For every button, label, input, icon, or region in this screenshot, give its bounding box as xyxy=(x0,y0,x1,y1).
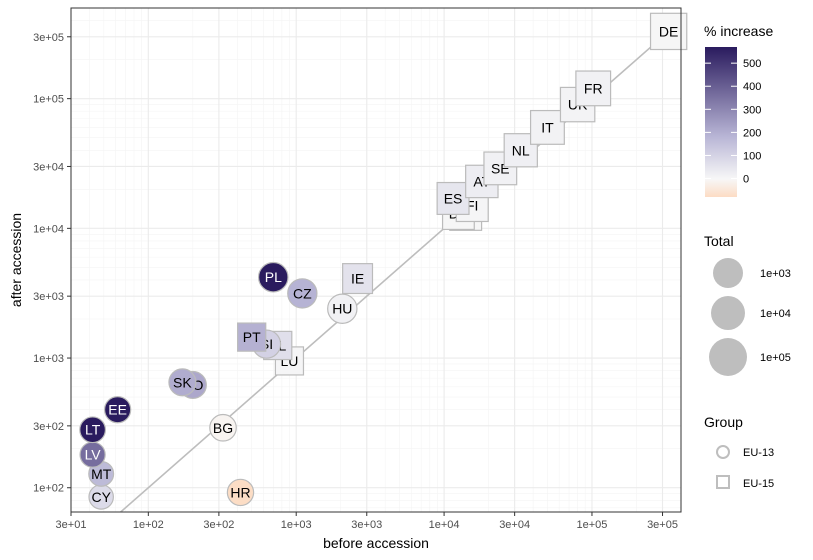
x-tick-label: 3e+03 xyxy=(351,519,382,531)
group-key-eu15 xyxy=(716,475,730,489)
x-tick-label: 1e+04 xyxy=(429,519,460,531)
point-fr: FR xyxy=(575,70,612,107)
point-marker-circle xyxy=(257,261,289,293)
point-label: SK xyxy=(173,374,192,390)
legend-color-title: % increase xyxy=(704,23,773,39)
point-label: LT xyxy=(85,422,101,438)
x-tick-label: 3e+02 xyxy=(203,519,234,531)
point-marker-circle xyxy=(79,416,107,444)
y-axis-ticks: 1e+02 3e+02 1e+03 3e+03 1e+04 3e+04 1e+05 3e+05 xyxy=(33,32,71,495)
colorbar-tick-label: 0 xyxy=(743,174,749,186)
point-marker-circle xyxy=(287,278,318,309)
y-tick-label: 3e+03 xyxy=(33,291,64,303)
y-tick-label: 1e+05 xyxy=(33,94,64,106)
point-label: IT xyxy=(541,119,554,135)
point-lv: LV xyxy=(79,441,106,468)
point-marker-circle xyxy=(103,395,132,424)
y-tick-label: 1e+03 xyxy=(33,353,64,365)
point-pl: PL xyxy=(257,261,289,293)
point-lt: LT xyxy=(79,416,107,444)
x-tick-label: 3e+05 xyxy=(647,519,678,531)
y-tick-label: 3e+05 xyxy=(33,32,64,44)
size-key-medium xyxy=(711,296,745,330)
size-key-label-medium: 1e+04 xyxy=(760,308,791,320)
size-key-small xyxy=(713,258,743,288)
point-cz: CZ xyxy=(287,278,318,309)
point-marker-square xyxy=(529,109,565,145)
colorbar xyxy=(705,47,737,197)
x-tick-label: 1e+03 xyxy=(281,519,312,531)
point-label: NL xyxy=(512,142,530,158)
point-marker-square xyxy=(575,70,612,107)
point-label: CY xyxy=(91,489,111,505)
colorbar-ticks: 0 100 200 300 400 500 xyxy=(705,58,761,186)
point-marker-circle xyxy=(168,368,197,397)
data-points: CYHRMTLVLTBGEEROSKLUELSIPTHUCZIEPLBEDKFI… xyxy=(79,12,688,510)
point-hr: HR xyxy=(226,478,255,507)
point-marker-circle xyxy=(327,293,358,324)
group-key-eu13 xyxy=(716,445,730,459)
colorbar-tick-label: 100 xyxy=(743,150,761,162)
point-es: ES xyxy=(436,181,470,215)
point-ee: EE xyxy=(103,395,132,424)
x-tick-label: 1e+05 xyxy=(577,519,608,531)
point-label: IE xyxy=(351,271,364,287)
y-tick-label: 3e+02 xyxy=(33,421,64,433)
x-axis-label: before accession xyxy=(323,535,429,551)
point-label: DE xyxy=(659,23,678,39)
point-label: PT xyxy=(243,329,261,345)
x-tick-label: 3e+04 xyxy=(499,519,530,531)
point-label: CZ xyxy=(293,285,312,301)
point-marker-square xyxy=(503,133,538,168)
point-marker-square xyxy=(342,263,374,295)
point-ie: IE xyxy=(342,263,374,295)
legend-size-title: Total xyxy=(704,233,734,249)
legend-color: % increase 0 100 200 300 400 500 xyxy=(704,23,773,197)
size-key-label-small: 1e+03 xyxy=(760,268,791,280)
point-label: BG xyxy=(213,420,233,436)
point-label: FR xyxy=(584,80,603,96)
size-key-large xyxy=(709,338,747,376)
point-label: PL xyxy=(265,269,282,285)
point-label: EE xyxy=(108,402,127,418)
point-it: IT xyxy=(529,109,565,145)
x-tick-label: 1e+02 xyxy=(133,519,164,531)
legend-size: Total 1e+03 1e+04 1e+05 xyxy=(704,233,791,376)
point-label: ES xyxy=(444,190,463,206)
point-nl: NL xyxy=(503,133,538,168)
y-tick-label: 1e+04 xyxy=(33,223,64,235)
colorbar-tick-label: 500 xyxy=(743,58,761,70)
colorbar-tick-label: 200 xyxy=(743,127,761,139)
point-label: HU xyxy=(332,301,352,317)
point-hu: HU xyxy=(327,293,358,324)
x-tick-label: 3e+01 xyxy=(56,519,87,531)
point-marker-square xyxy=(436,181,470,215)
point-label: MT xyxy=(91,466,112,482)
point-label: LV xyxy=(85,447,102,463)
colorbar-tick-label: 300 xyxy=(743,104,761,116)
colorbar-tick-label: 400 xyxy=(743,81,761,93)
y-tick-label: 3e+04 xyxy=(33,161,64,173)
point-marker-circle xyxy=(226,478,255,507)
legend-group: Group EU-13 EU-15 xyxy=(704,414,774,490)
y-tick-label: 1e+02 xyxy=(33,483,64,495)
point-cy: CY xyxy=(88,484,114,510)
y-axis-label: after accession xyxy=(8,213,24,307)
group-key-label-eu13: EU-13 xyxy=(743,447,774,459)
group-key-label-eu15: EU-15 xyxy=(743,478,774,490)
point-marker-circle xyxy=(209,413,237,442)
point-label: HR xyxy=(230,484,250,500)
panel-border xyxy=(70,7,682,513)
point-marker-square xyxy=(237,322,267,352)
x-axis-ticks: 3e+01 1e+02 3e+02 1e+03 3e+03 1e+04 3e+04 1e+05… xyxy=(56,512,678,531)
point-se: SE xyxy=(483,151,518,186)
size-key-label-large: 1e+05 xyxy=(760,352,791,364)
legend-group-title: Group xyxy=(704,414,743,430)
point-pt: PT xyxy=(237,322,267,352)
point-bg: BG xyxy=(209,413,237,442)
point-mt: MT xyxy=(88,460,115,487)
point-sk: SK xyxy=(168,368,197,397)
